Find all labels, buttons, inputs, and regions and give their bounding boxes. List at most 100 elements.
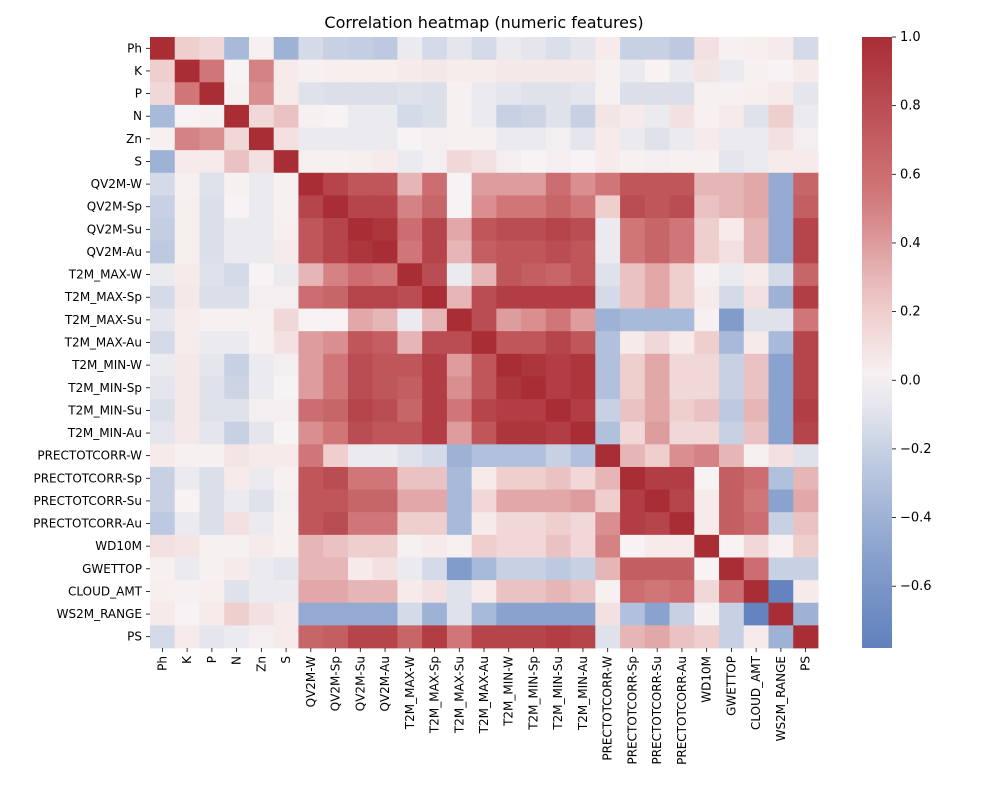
heatmap-cell (199, 240, 225, 264)
heatmap-cell (323, 195, 349, 219)
heatmap-cell (768, 602, 794, 626)
heatmap-cell (273, 512, 299, 536)
heatmap-cell (323, 127, 349, 151)
heatmap-cell (397, 421, 423, 445)
heatmap-cell (570, 127, 596, 151)
heatmap-cell (397, 240, 423, 264)
heatmap-cell (248, 399, 275, 423)
heatmap-cell (323, 512, 349, 536)
heatmap-cell (743, 308, 769, 332)
heatmap-cell (471, 150, 497, 174)
heatmap-cell (793, 534, 819, 558)
heatmap-cell (545, 331, 571, 355)
heatmap-cell (224, 557, 250, 581)
heatmap-cell (397, 59, 423, 83)
x-tick-label: S (279, 656, 293, 664)
heatmap-cell (793, 444, 819, 468)
heatmap-cell (150, 285, 176, 309)
heatmap-cell (347, 602, 374, 626)
y-tick-label: T2M_MAX-W (68, 268, 142, 282)
heatmap-cell (273, 331, 299, 355)
heatmap-cell (174, 421, 200, 445)
heatmap-cell (595, 466, 621, 490)
heatmap-cell (595, 421, 621, 445)
heatmap-cell (422, 240, 448, 264)
heatmap-cell (446, 625, 473, 649)
heatmap-cell (224, 37, 250, 61)
heatmap-cell (743, 557, 769, 581)
heatmap-cell (397, 489, 423, 513)
heatmap-cell (298, 421, 324, 445)
heatmap-cell (644, 263, 670, 287)
x-tick-label: Ph (155, 656, 169, 671)
heatmap-cell (224, 240, 250, 264)
heatmap-cell (768, 353, 794, 377)
heatmap-cell (694, 331, 720, 355)
heatmap-cell (397, 195, 423, 219)
heatmap-cell (273, 263, 299, 287)
heatmap-cell (595, 399, 621, 423)
y-tick-label: CLOUD_AMT (68, 584, 143, 598)
heatmap-cell (545, 602, 571, 626)
heatmap-cell (323, 150, 349, 174)
heatmap-cell (694, 127, 720, 151)
heatmap-cell (545, 195, 571, 219)
heatmap-cell (595, 489, 621, 513)
heatmap-cell (570, 308, 596, 332)
x-tick-label: K (180, 655, 194, 664)
y-axis-tick-labels: Ph KPN Zn S QV2M-W QV2M-Sp QV2M-Su QV2M-Au T2M_M… (33, 41, 150, 644)
heatmap-cell (298, 263, 324, 287)
heatmap-cell (620, 240, 646, 264)
heatmap-cell (372, 172, 398, 196)
heatmap-cell (471, 59, 497, 83)
heatmap-cell (298, 59, 324, 83)
heatmap-cell (570, 218, 596, 242)
heatmap-cell (644, 308, 670, 332)
x-tick-label: WD10M (700, 656, 714, 703)
heatmap-cell (224, 285, 250, 309)
heatmap-cell (372, 104, 398, 128)
heatmap-cell (422, 127, 448, 151)
heatmap-cell (719, 625, 745, 649)
heatmap-cell (323, 172, 349, 196)
heatmap-cell (644, 172, 670, 196)
y-tick-label: N (133, 109, 142, 123)
heatmap-cell (298, 580, 324, 604)
heatmap-cell (471, 285, 497, 309)
heatmap-cell (694, 557, 720, 581)
heatmap-cell (273, 308, 299, 332)
heatmap-cell (595, 82, 621, 106)
heatmap-cell (471, 37, 497, 61)
heatmap-cell (273, 421, 299, 445)
heatmap-cell (471, 512, 497, 536)
heatmap-cell (570, 376, 596, 400)
heatmap-cell (768, 512, 794, 536)
heatmap-cell (347, 37, 374, 61)
heatmap-cell (224, 421, 250, 445)
heatmap-cell (669, 59, 695, 83)
heatmap-cell (669, 421, 695, 445)
heatmap-cell (248, 285, 275, 309)
heatmap-cell (471, 421, 497, 445)
heatmap-cell (620, 489, 646, 513)
heatmap-cell (595, 263, 621, 287)
heatmap-cell (273, 195, 299, 219)
heatmap-cell (768, 444, 794, 468)
heatmap-cell (323, 353, 349, 377)
heatmap-cell (298, 104, 324, 128)
heatmap-cell (347, 353, 374, 377)
heatmap-cell (521, 308, 547, 332)
colorbar-tick-label: −0.6 (900, 579, 932, 594)
heatmap-cell (323, 421, 349, 445)
heatmap-cell (372, 580, 398, 604)
heatmap-cell (150, 534, 176, 558)
heatmap-cell (669, 127, 695, 151)
heatmap-cell (521, 489, 547, 513)
heatmap-cell (521, 37, 547, 61)
heatmap-cell (545, 399, 571, 423)
heatmap-cell (768, 331, 794, 355)
heatmap-cell (719, 263, 745, 287)
heatmap-cell (397, 82, 423, 106)
heatmap-cell (768, 104, 794, 128)
heatmap-cell (719, 399, 745, 423)
